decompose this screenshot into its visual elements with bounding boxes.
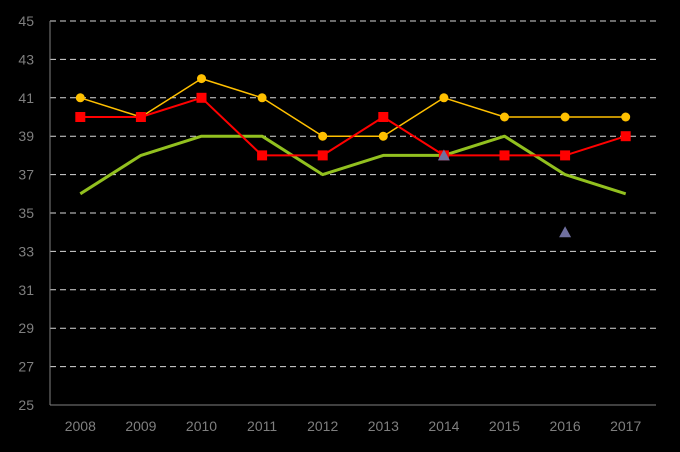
x-tick-label: 2009 xyxy=(125,418,156,434)
y-tick-label: 45 xyxy=(18,13,34,29)
series-line xyxy=(80,96,627,157)
data-point xyxy=(500,112,509,122)
y-tick-labels: 25 27 29 31 33 35 37 39 41 43 45 xyxy=(18,13,34,413)
y-tick-label: 35 xyxy=(18,205,34,221)
x-tick-label: 2013 xyxy=(368,418,399,434)
series-line xyxy=(79,134,627,196)
y-tick-label: 41 xyxy=(18,90,34,106)
series-1 xyxy=(79,134,627,196)
y-tick-label: 39 xyxy=(18,128,34,144)
data-point xyxy=(378,112,389,122)
data-point xyxy=(197,74,206,84)
data-point xyxy=(378,131,388,141)
series-group xyxy=(75,74,631,238)
data-point xyxy=(560,112,570,122)
x-tick-label: 2012 xyxy=(307,418,338,434)
y-tick-label: 25 xyxy=(18,397,34,413)
series-2 xyxy=(75,74,631,141)
y-tick-label: 31 xyxy=(18,282,34,298)
data-point xyxy=(560,150,571,161)
x-tick-label: 2010 xyxy=(186,418,217,434)
x-tick-labels: 2008 2009 2010 2011 2012 2013 2014 2015 2016 2017 xyxy=(65,418,642,434)
x-tick-label: 2011 xyxy=(247,418,277,434)
data-point xyxy=(499,150,510,161)
axes xyxy=(49,21,656,406)
data-point xyxy=(317,150,328,161)
y-tick-label: 33 xyxy=(18,243,34,259)
data-point xyxy=(437,149,450,161)
data-point xyxy=(135,112,146,122)
data-point xyxy=(257,150,268,161)
x-tick-label: 2015 xyxy=(489,418,520,434)
x-tick-label: 2016 xyxy=(550,418,581,434)
data-point xyxy=(257,93,267,103)
data-point xyxy=(75,112,86,122)
data-point xyxy=(621,112,631,122)
data-point xyxy=(196,92,207,103)
data-point xyxy=(559,226,572,238)
x-tick-label: 2008 xyxy=(65,418,96,434)
series-4 xyxy=(437,149,572,238)
data-point xyxy=(439,93,449,103)
series-3 xyxy=(75,92,631,161)
x-tick-label: 2017 xyxy=(610,418,641,434)
y-tick-label: 37 xyxy=(18,167,34,183)
gridlines xyxy=(50,20,656,368)
x-tick-label: 2014 xyxy=(428,418,459,434)
y-tick-label: 27 xyxy=(18,359,34,375)
y-tick-label: 29 xyxy=(18,320,34,336)
data-point xyxy=(75,93,85,103)
series-line xyxy=(80,77,626,137)
data-point xyxy=(620,131,631,142)
data-point xyxy=(318,131,328,141)
y-tick-label: 43 xyxy=(18,51,34,67)
